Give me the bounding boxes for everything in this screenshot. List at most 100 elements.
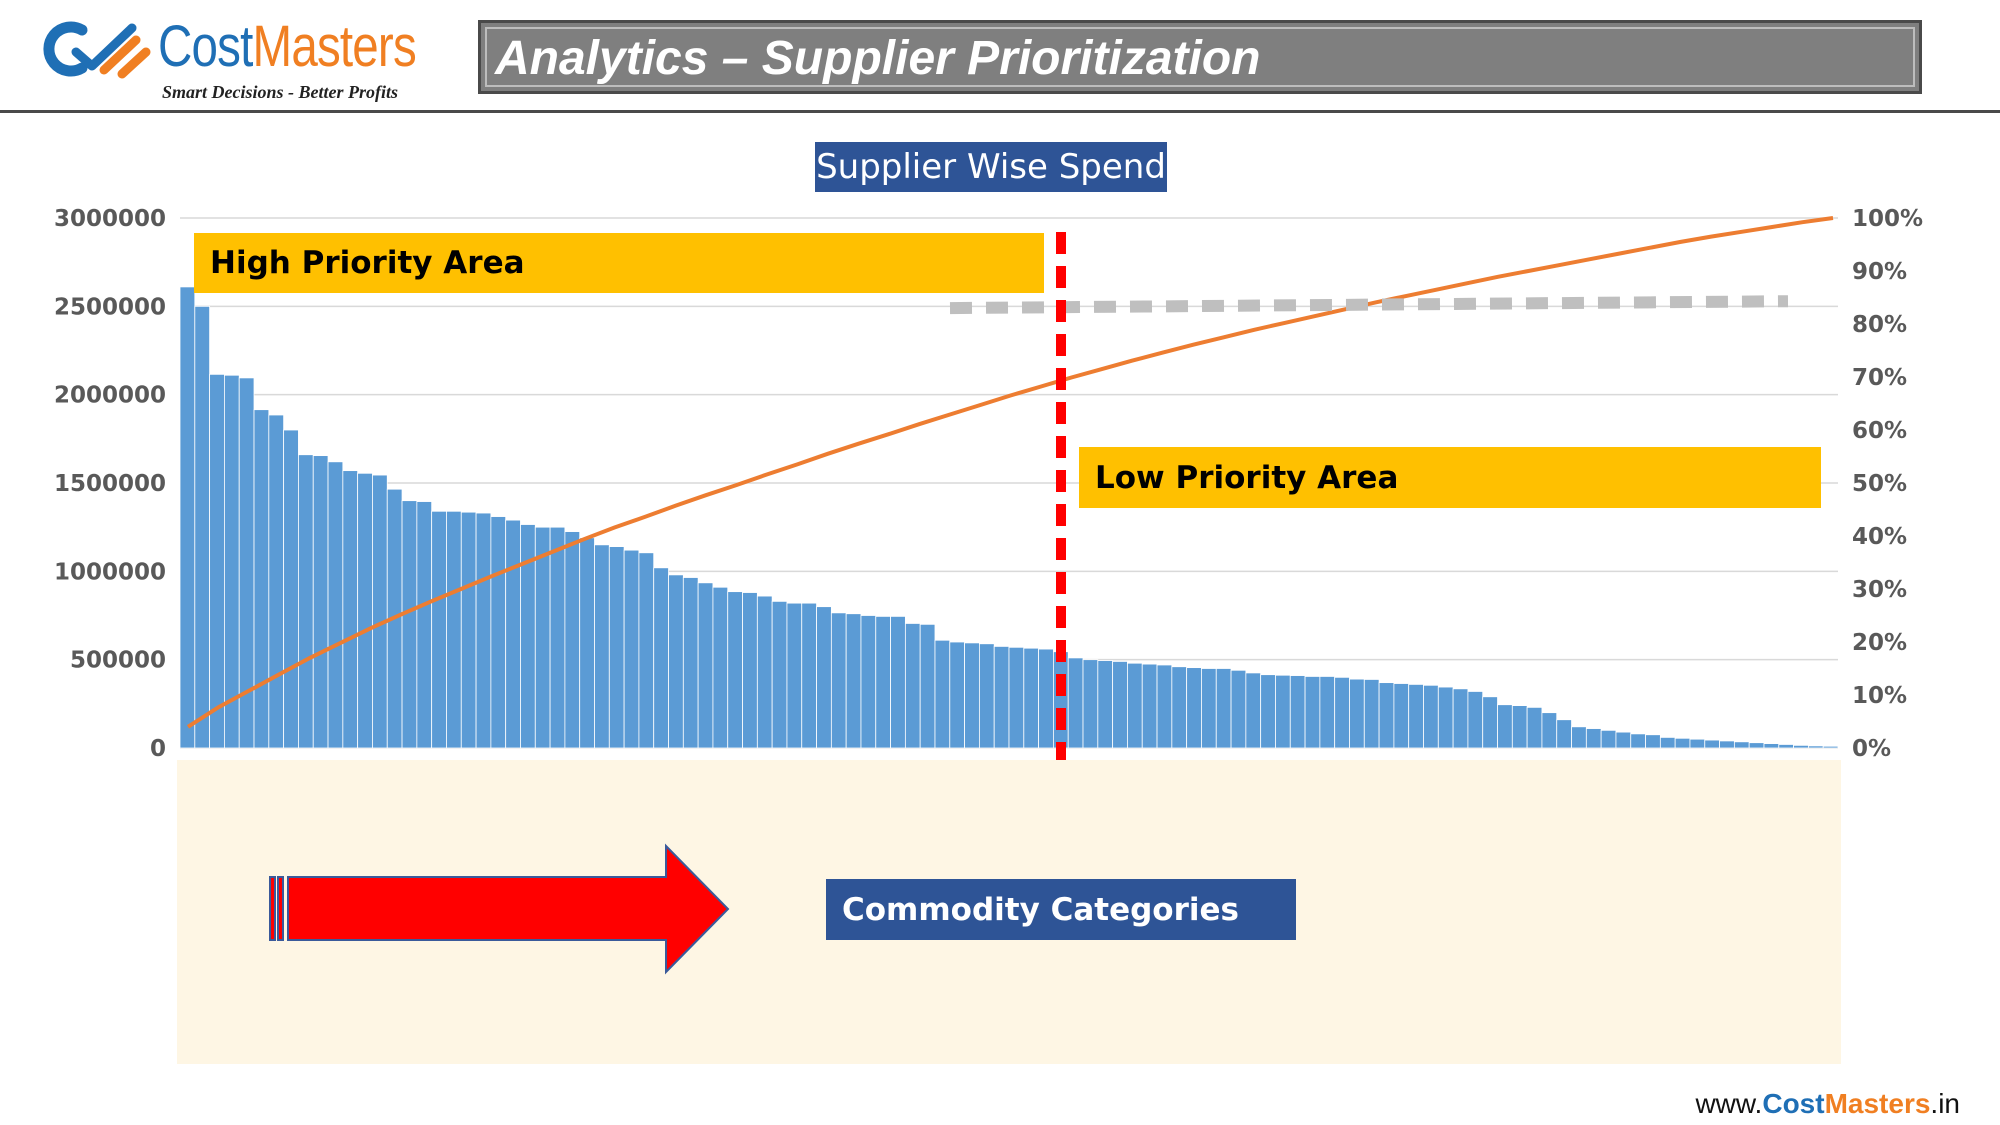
logo-tagline: Smart Decisions - Better Profits [162,82,399,102]
y-tick-label: 1000000 [54,559,166,585]
bar [1585,728,1602,749]
footer-website: www.CostMasters.in [1695,1088,1960,1119]
y2-tick-label: 20% [1852,630,1907,656]
bar [1127,662,1143,749]
y2-tick-label: 90% [1852,259,1907,285]
costmasters-logo-mark [43,21,151,79]
bar [549,526,566,749]
bar [1437,686,1454,749]
bar [490,516,507,749]
bar [1482,696,1498,749]
bar [756,595,773,749]
bar [1556,719,1572,749]
left-axis-ticks: 0 500000 1000000 1500000 2000000 2500000 30000… [54,206,166,762]
bar [1334,676,1350,749]
bar [1822,745,1839,749]
high-priority-label: High Priority Area [194,233,1044,293]
bar [1038,648,1054,749]
cumulative-line-path [186,216,1834,729]
bar [727,591,743,749]
y-tick-label: 2500000 [54,294,166,320]
bar [668,574,684,749]
bar [268,414,285,749]
y2-tick-label: 70% [1852,365,1907,391]
bar [904,623,921,749]
page-title-bar: Analytics – Supplier Prioritization [478,20,1922,94]
bar [1186,667,1202,749]
chart-title: Supplier Wise Spend [815,142,1167,192]
bar [475,512,492,749]
bar [431,510,447,749]
bar [253,409,270,749]
bar [1778,744,1794,749]
y2-tick-label: 40% [1852,524,1907,550]
bar [771,600,788,749]
bar [1645,734,1661,749]
bar [1378,682,1395,749]
bar [416,501,433,749]
threshold-dash [949,295,1789,315]
page-title: Analytics – Supplier Prioritization [495,32,1261,85]
bar [505,519,521,749]
bar [298,454,314,749]
bar [742,592,758,749]
bar [401,500,418,749]
right-axis-ticks: 0% 10% 20% 30% 40% 50% 60% 70% 80% 90% 100% [1852,206,1923,762]
bar [564,531,581,749]
bar [993,646,1010,749]
bar [342,470,359,749]
bar [534,526,551,749]
y2-tick-label: 10% [1852,683,1907,709]
low-priority-label: Low Priority Area [1079,447,1821,508]
bar [594,544,610,749]
bar [1763,743,1780,749]
y-tick-label: 0 [150,736,166,762]
bar [608,546,625,749]
bar [194,305,211,749]
bar [1793,744,1809,749]
bar [1719,740,1735,749]
bar [697,582,714,749]
bar [638,552,655,749]
bar [283,429,299,749]
bar [1807,745,1824,749]
bar [845,613,862,749]
commodity-categories-label: Commodity Categories [826,879,1296,940]
bar [653,567,669,749]
bar [830,612,847,749]
bar [1363,679,1380,749]
bar [1497,704,1513,749]
bar [1304,676,1321,749]
y-tick-label: 3000000 [54,206,166,232]
bar [1408,684,1424,749]
bar [1156,664,1173,749]
bar [786,602,803,749]
bar [1230,669,1247,749]
logo-wordmark: CostMasters [158,14,417,79]
bar [1689,738,1706,749]
y2-tick-label: 30% [1852,577,1907,603]
bar [1659,737,1676,749]
bar [682,577,699,749]
bar [1201,668,1217,749]
bar [1704,739,1720,749]
y-tick-label: 2000000 [54,383,166,409]
y2-tick-label: 80% [1852,312,1907,338]
threshold-line [949,295,1789,315]
header-divider [0,110,2000,113]
bar [446,510,462,749]
cumulative-line [186,216,1834,729]
bar [579,537,595,749]
bar [1097,660,1114,749]
y2-tick-label: 50% [1852,471,1907,497]
bar [1526,706,1543,749]
bar [1423,684,1439,749]
y-tick-label: 1500000 [54,471,166,497]
bar [623,549,640,749]
bar [1393,683,1410,749]
right-arrow-icon [269,843,730,975]
bar [816,606,832,749]
y2-tick-label: 100% [1852,206,1923,232]
bar [1245,672,1262,749]
